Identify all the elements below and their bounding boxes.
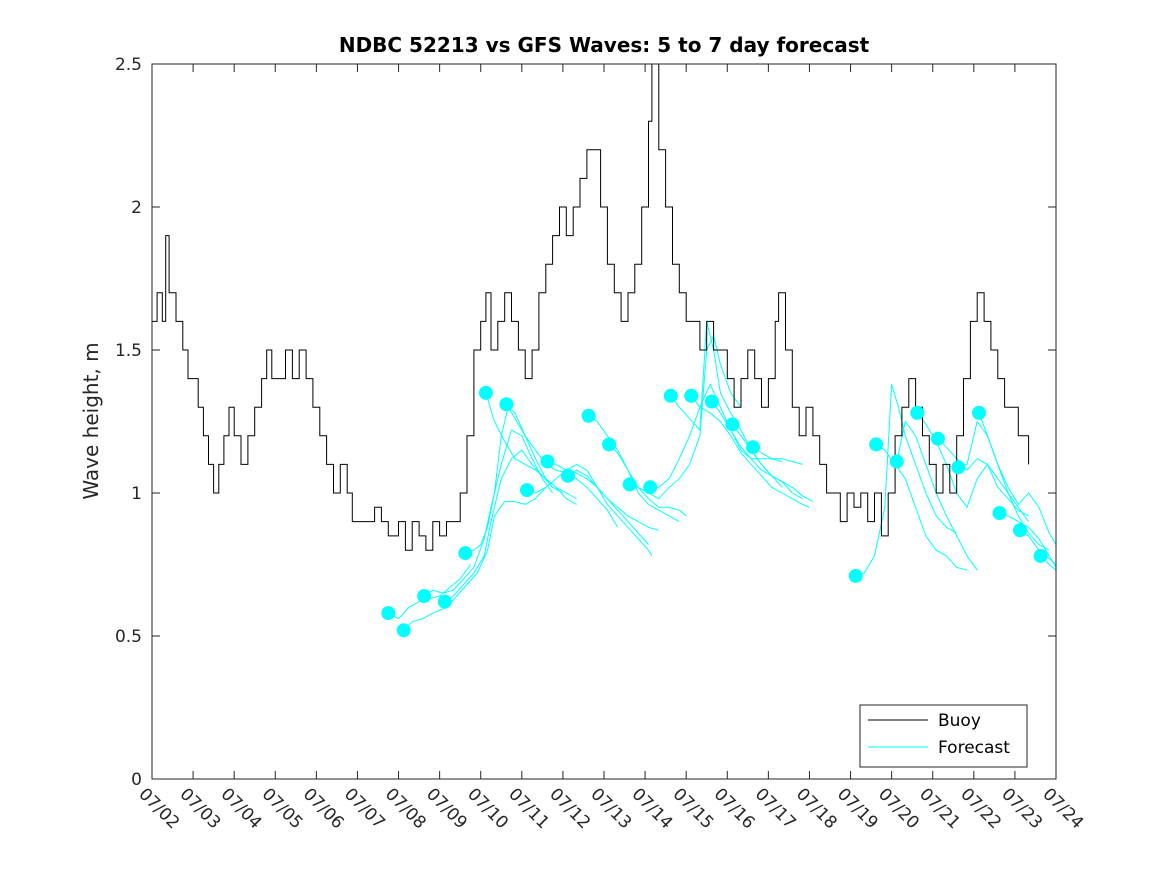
legend: Buoy Forecast (859, 704, 1028, 768)
forecast-marker (992, 506, 1007, 520)
forecast-marker (869, 437, 884, 452)
forecast-marker (437, 594, 452, 609)
forecast-marker (930, 431, 945, 446)
forecast-marker (520, 483, 534, 498)
forecast-marker (1033, 548, 1048, 563)
forecast-run-line (505, 404, 619, 528)
forecast-run-line (403, 486, 547, 631)
forecast-run-line (875, 443, 968, 571)
chart-title: NDBC 52213 vs GFS Waves: 5 to 7 day fore… (339, 33, 870, 57)
forecast-run-line (608, 444, 687, 517)
forecast-markers (381, 385, 1048, 638)
buoy-line (152, 64, 1030, 551)
forecast-run-line (732, 424, 803, 500)
forecast-marker (643, 480, 658, 495)
y-tick-label: 2 (131, 198, 142, 218)
forecast-run-line (690, 395, 810, 508)
legend-buoy-label: Buoy (938, 711, 981, 731)
forecast-marker (499, 397, 514, 412)
forecast-series (388, 321, 1056, 631)
forecast-marker (458, 546, 473, 561)
forecast-marker (622, 477, 637, 492)
forecast-marker (848, 568, 863, 583)
legend-forecast-label: Forecast (938, 738, 1010, 758)
forecast-run-line (567, 469, 649, 545)
forecast-run-line (999, 512, 1056, 568)
forecast-marker (417, 589, 432, 603)
plot-frame (151, 63, 1057, 780)
forecast-run-line (752, 446, 803, 465)
forecast-marker (581, 408, 596, 423)
forecast-run-line (978, 412, 1056, 545)
forecast-marker (889, 454, 904, 469)
forecast-marker (561, 468, 575, 483)
forecast-marker (381, 606, 396, 621)
y-tick-label: 1.5 (115, 341, 142, 361)
forecast-run-line (958, 420, 1050, 551)
forecast-marker (951, 460, 966, 475)
legend-box (859, 704, 1028, 768)
forecast-run-line (423, 429, 554, 597)
forecast-marker (746, 440, 760, 455)
forecast-run-line (526, 463, 653, 557)
forecast-marker (972, 405, 986, 420)
forecast-marker (684, 388, 699, 403)
buoy-series (152, 64, 1030, 551)
y-tick-label: 0.5 (115, 627, 142, 647)
forecast-marker (663, 388, 678, 403)
y-axis-ticks: 0 0.5 1 1.5 2 2.5 (115, 55, 1056, 790)
forecast-marker (704, 394, 719, 409)
forecast-marker (396, 623, 411, 638)
forecast-marker (478, 385, 493, 400)
plot-area (152, 64, 1056, 779)
y-tick-label: 2.5 (115, 55, 142, 75)
y-tick-label: 1 (131, 484, 142, 504)
forecast-marker (602, 437, 617, 452)
forecast-marker (1013, 523, 1027, 538)
forecast-marker (725, 417, 740, 432)
forecast-run-line (485, 392, 577, 505)
y-tick-label: 0 (131, 770, 142, 790)
forecast-marker (540, 454, 555, 469)
forecast-marker (910, 405, 925, 420)
y-axis-label: Wave height, m (79, 342, 103, 499)
